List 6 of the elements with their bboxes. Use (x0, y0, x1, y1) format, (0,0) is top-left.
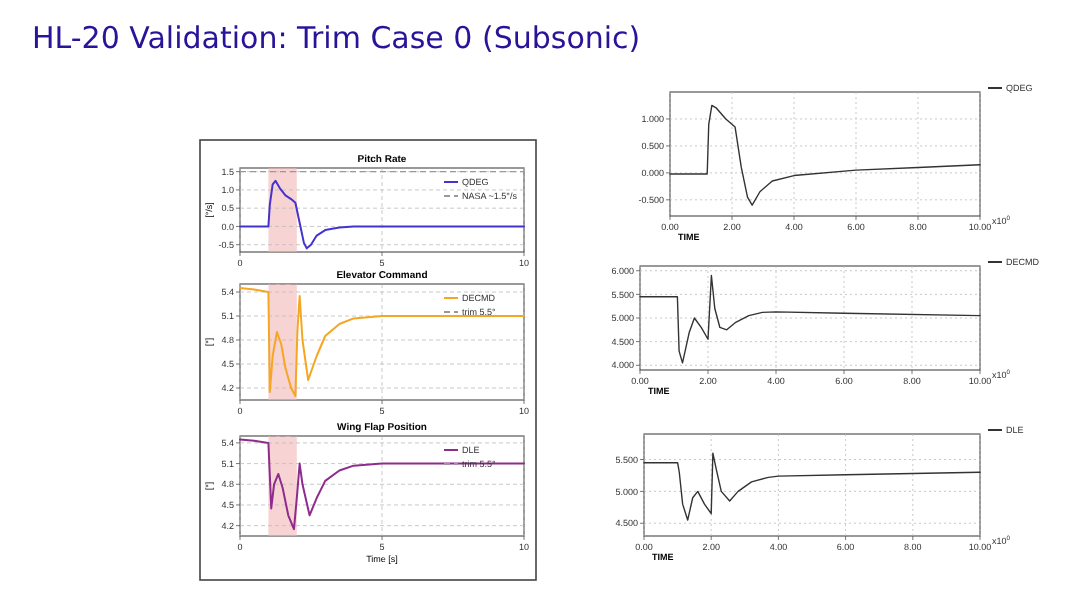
text: HL-20 Validation: Trim Case 0 (Subsonic) (32, 20, 641, 56)
line-series (239, 438, 525, 531)
line-series (669, 104, 981, 206)
line-series (643, 452, 981, 521)
line-series (239, 287, 525, 397)
line-series (239, 179, 525, 250)
